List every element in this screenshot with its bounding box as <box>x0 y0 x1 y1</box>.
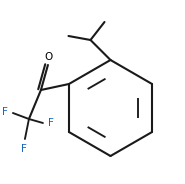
Text: F: F <box>21 144 27 154</box>
Text: F: F <box>48 118 54 128</box>
Text: F: F <box>2 107 8 117</box>
Text: O: O <box>45 52 53 62</box>
